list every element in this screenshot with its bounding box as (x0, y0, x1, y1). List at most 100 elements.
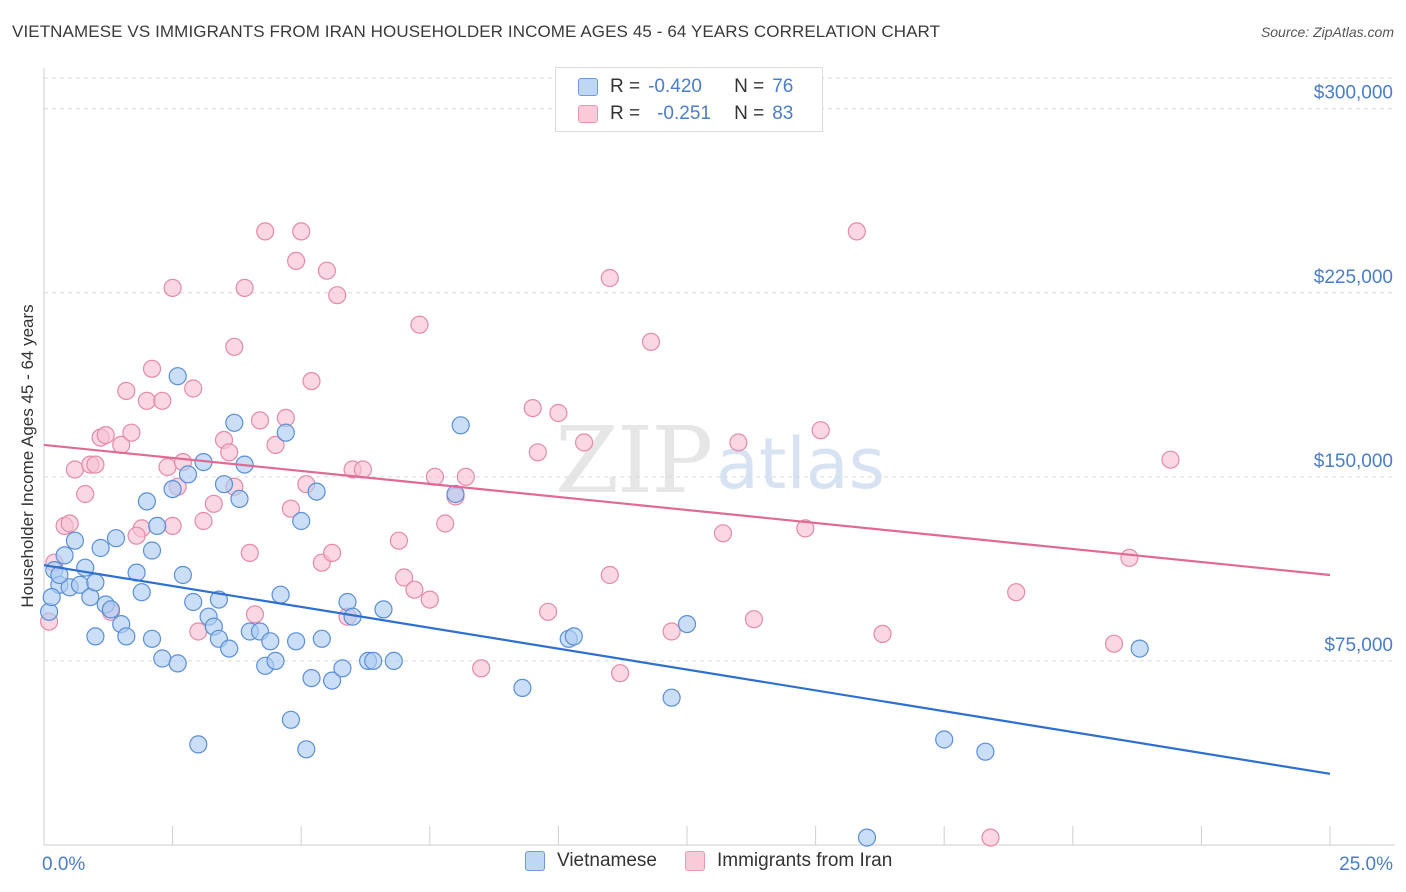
iran-point (600, 268, 619, 288)
iran-point (610, 664, 630, 683)
legend-row-iran: R = -0.251 N = 83 (578, 101, 793, 127)
vietnamese-point (374, 600, 393, 619)
iran-point (287, 251, 306, 270)
vietnamese-point (132, 583, 151, 602)
iran-point (713, 524, 733, 543)
vietnamese-point (564, 627, 583, 646)
watermark: ZIP atlas (555, 407, 885, 514)
vietnamese-point (86, 573, 105, 592)
vietnamese-point (935, 730, 954, 749)
vietnamese-point (42, 587, 61, 607)
iran-point (395, 568, 414, 587)
vietnamese-point (153, 649, 172, 668)
iran-point (528, 443, 547, 462)
trend-line-iran (43, 443, 1331, 577)
vietnamese-point (189, 735, 208, 754)
bottom-legend-label: Vietnamese (557, 850, 657, 871)
vietnamese-point (184, 592, 203, 612)
legend-r-value: -0.251 (657, 103, 711, 124)
iran-point (873, 624, 892, 644)
vietnamese-point (101, 600, 121, 619)
vietnamese-point (281, 710, 300, 729)
iran-point (1161, 450, 1180, 469)
iran-point (163, 516, 182, 536)
trend-lines (43, 443, 1331, 775)
iran-point (281, 499, 300, 518)
iran-point (235, 278, 254, 297)
vietnamese-point (148, 516, 167, 536)
iran-point (220, 443, 239, 462)
vietnamese-point (1130, 639, 1149, 658)
iran-point (194, 511, 213, 531)
vietnamese-point (662, 688, 681, 707)
vietnamese-point (173, 565, 192, 585)
iran-point (117, 381, 136, 400)
iran-point (76, 484, 95, 504)
iran-point (538, 602, 558, 621)
iran-point (158, 457, 177, 477)
iran-point (353, 460, 372, 479)
bottom-legend-vietnamese: Vietnamese (525, 850, 657, 872)
chart-title: VIETNAMESE VS IMMIGRANTS FROM IRAN HOUSE… (12, 22, 941, 41)
legend-n-value: 83 (772, 103, 794, 124)
iran-point (549, 403, 568, 423)
iran-point (436, 514, 455, 533)
iran-point (389, 531, 408, 550)
iran-point (981, 828, 1000, 847)
vietnamese-point (55, 546, 74, 565)
vietnamese-point (168, 654, 187, 673)
iran-point (523, 399, 542, 418)
vietnamese-point (163, 480, 182, 499)
iran-point (1007, 583, 1026, 602)
vietnamese-point (39, 602, 59, 621)
iran-point (302, 372, 321, 391)
vietnamese-point (214, 475, 234, 494)
iran-point (662, 622, 681, 641)
x-tick-label-min: 0.0% (42, 854, 85, 875)
legend-swatch-blue (578, 78, 598, 96)
legend: R = -0.420 N = 76 R = -0.251 N = 83 (555, 67, 823, 132)
grid-layer (44, 77, 1392, 662)
vietnamese-point (302, 668, 321, 688)
bottom-legend-label: Immigrants from Iran (717, 850, 893, 871)
iran-point (137, 391, 156, 410)
iran-point (456, 467, 475, 486)
iran-point (744, 610, 764, 629)
iran-point (240, 543, 259, 563)
vietnamese-point (168, 367, 187, 386)
watermark-zip: ZIP (555, 407, 711, 514)
iran-point (323, 543, 342, 563)
vietnamese-point (307, 482, 326, 501)
iran-point (600, 565, 619, 585)
vietnamese-point (857, 828, 877, 847)
vietnamese-point (50, 565, 69, 585)
vietnamese-point (312, 629, 331, 648)
iran-point (96, 426, 115, 445)
source-label: Source: ZipAtlas.com (1260, 24, 1394, 40)
iran-point (256, 222, 275, 241)
vietnamese-point (976, 742, 995, 761)
iran-point (405, 580, 424, 599)
vietnamese-point (333, 659, 352, 678)
vietnamese-point (384, 651, 403, 671)
vietnamese-point (230, 489, 249, 508)
bottom-legend-swatch-pink (685, 851, 705, 871)
iran-point (472, 659, 491, 678)
tick-labels: $75,000 $150,000 $225,000 $300,000 0.0% 25.0% (42, 83, 1393, 875)
y-tick-label: $300,000 (1314, 83, 1393, 104)
iran-point (420, 590, 439, 609)
vietnamese-point (137, 492, 156, 511)
iran-point (184, 379, 203, 398)
vietnamese-point (142, 541, 162, 560)
legend-n-value: 76 (772, 76, 794, 97)
iran-point (122, 423, 141, 442)
iran-point (729, 433, 748, 452)
y-tick-label: $225,000 (1314, 267, 1393, 288)
iran-point (574, 433, 594, 452)
vietnamese-point (677, 614, 697, 634)
vietnamese-point (65, 531, 85, 550)
vietnamese-point (266, 651, 285, 671)
iran-point (225, 337, 244, 356)
iran-point (811, 421, 830, 440)
vietnamese-point (220, 639, 239, 658)
